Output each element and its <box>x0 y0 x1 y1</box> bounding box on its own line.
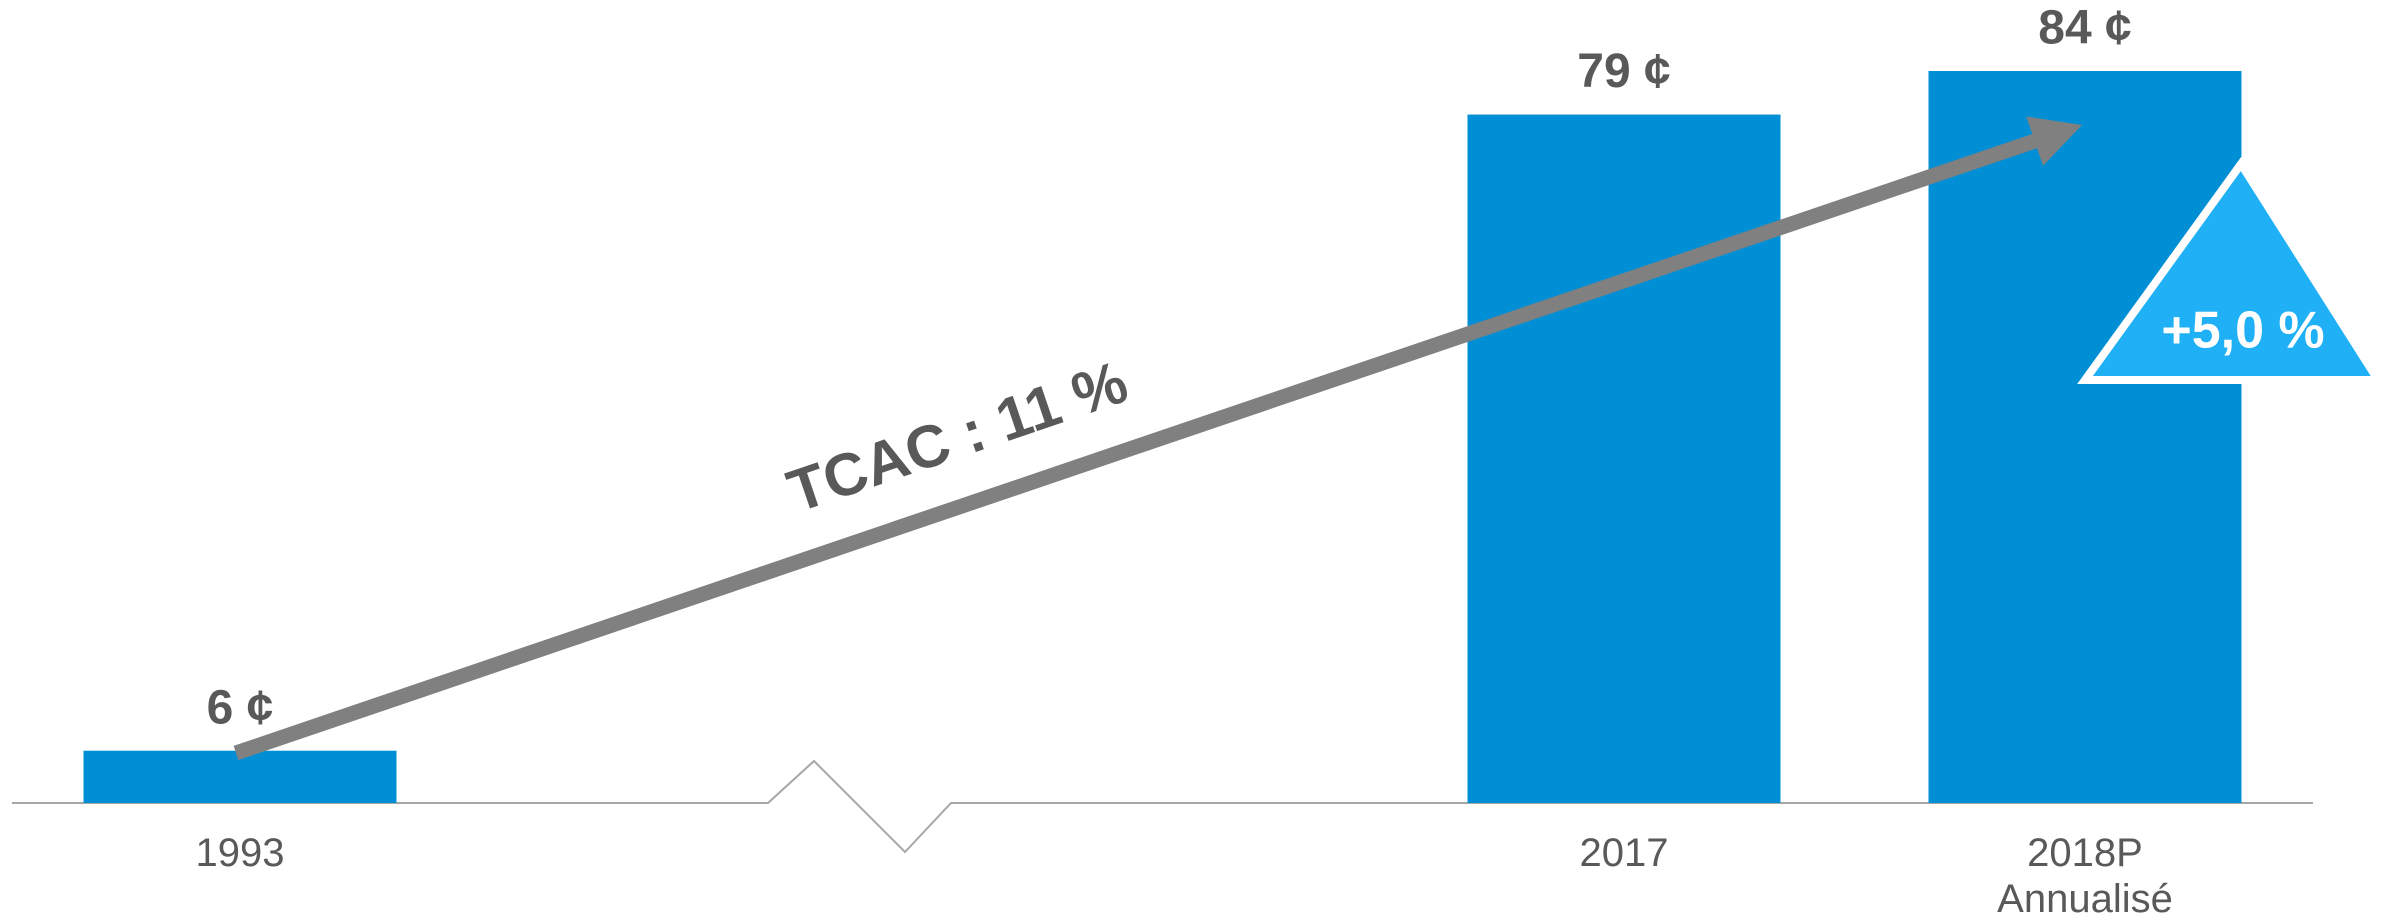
value-label: 6 ¢ <box>207 681 274 734</box>
bar <box>1467 114 1781 804</box>
value-label: 84 ¢ <box>2038 2 2131 55</box>
growth-badge <box>2077 156 2386 384</box>
cagr-arrow <box>233 134 2038 761</box>
value-label: 79 ¢ <box>1577 45 1670 98</box>
growth-label: +5,0 % <box>2161 302 2324 360</box>
x-tick-label: 2018P Annualisé <box>1997 831 2173 921</box>
x-tick-label: 1993 <box>195 831 285 875</box>
cagr-label: TCAC : 11 % <box>779 348 1135 525</box>
axis-line <box>12 759 2313 854</box>
bar <box>1928 71 2242 803</box>
x-tick-label: 2017 <box>1579 831 1669 875</box>
cagr-arrow-head <box>2026 116 2082 166</box>
